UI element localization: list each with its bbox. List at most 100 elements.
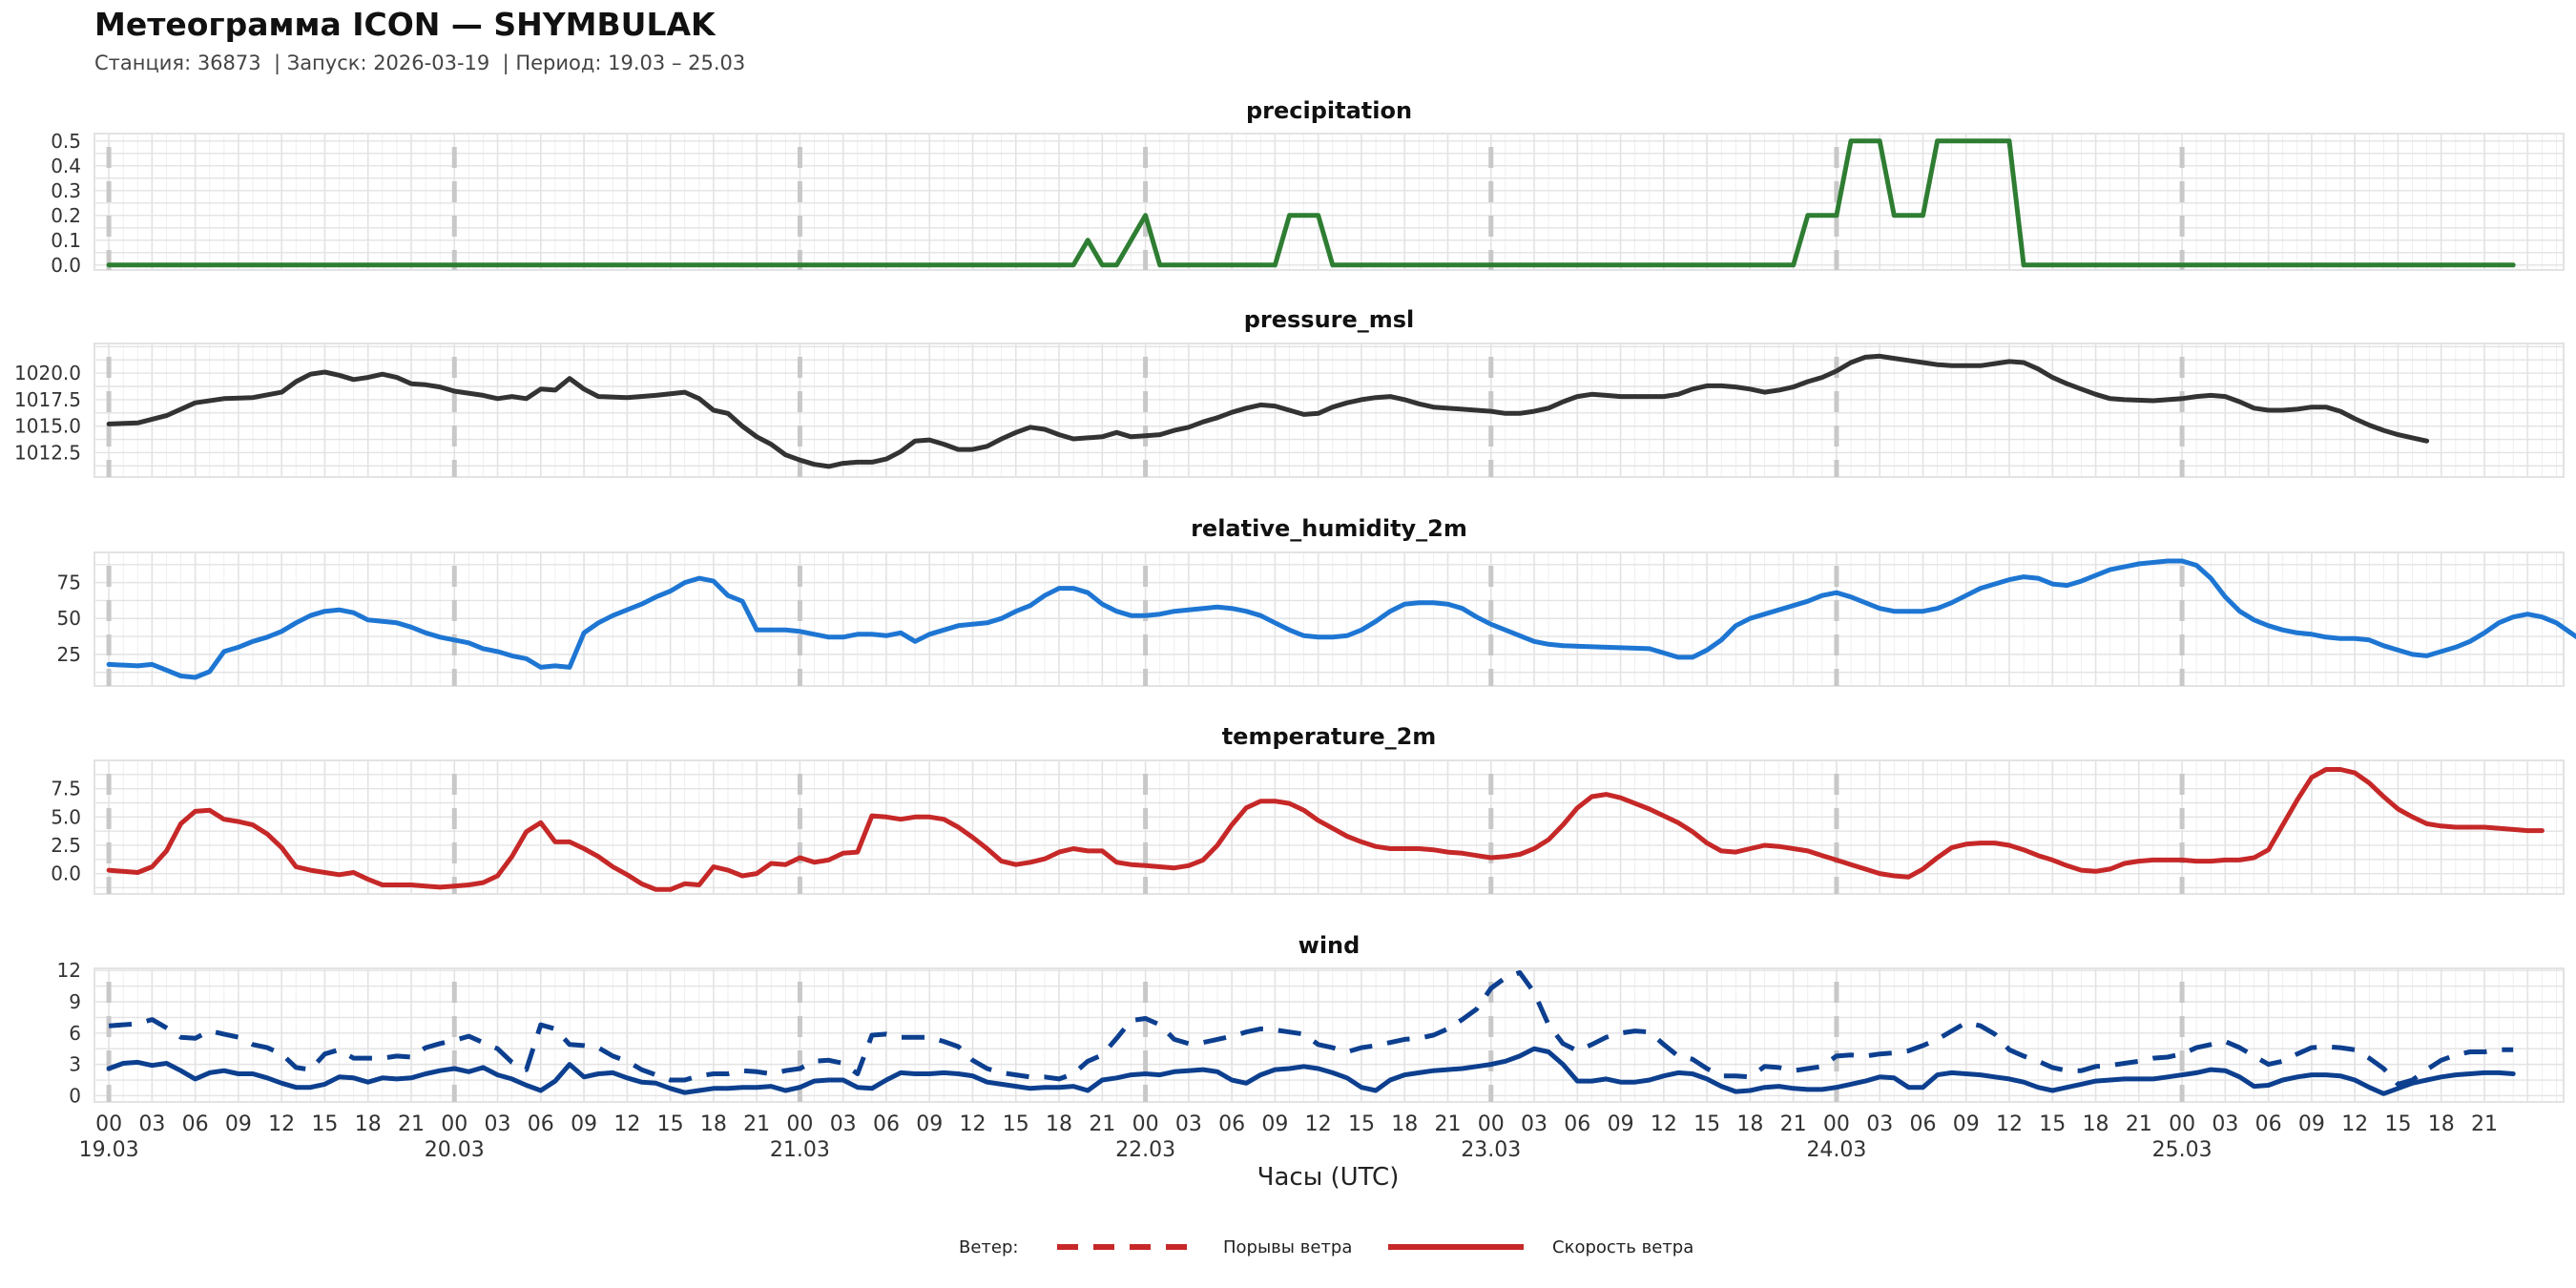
panel-title: pressure_msl bbox=[1244, 306, 1415, 333]
x-tick-label: 00 bbox=[1132, 1112, 1159, 1136]
x-tick-label: 15 bbox=[1693, 1112, 1720, 1136]
x-tick-label: 06 bbox=[1218, 1112, 1245, 1136]
x-tick-label: 09 bbox=[571, 1112, 597, 1136]
x-tick-label: 12 bbox=[1651, 1112, 1677, 1136]
x-tick-label: 03 bbox=[2212, 1112, 2238, 1136]
x-tick-label: 15 bbox=[311, 1112, 338, 1136]
x-tick-label: 03 bbox=[485, 1112, 511, 1136]
y-tick-label: 1015.0 bbox=[14, 415, 81, 438]
x-tick-label: 18 bbox=[2428, 1112, 2455, 1136]
y-tick-label: 3 bbox=[69, 1053, 81, 1076]
panel-title: precipitation bbox=[1246, 97, 1412, 124]
x-tick-label: 00 bbox=[1478, 1112, 1505, 1136]
x-day-label: 22.03 bbox=[1115, 1138, 1175, 1162]
series-temperature_2m bbox=[106, 767, 2545, 892]
y-tick-label: 1017.5 bbox=[14, 388, 81, 411]
y-tick-label: 0.4 bbox=[51, 155, 81, 177]
vertical-grid bbox=[94, 968, 2564, 1102]
x-tick-label: 21 bbox=[1089, 1112, 1115, 1136]
y-ticks: 0 3 6 9 12 bbox=[57, 959, 81, 1107]
y-tick-label: 9 bbox=[69, 990, 81, 1013]
y-ticks: 0.00.10.20.30.40.5 bbox=[51, 130, 81, 277]
x-tick-label: 12 bbox=[1305, 1112, 1332, 1136]
y-tick-label: 1012.5 bbox=[14, 441, 81, 464]
y-tick-label: 0.3 bbox=[51, 179, 81, 202]
x-tick-label: 21 bbox=[743, 1112, 770, 1136]
x-tick-label: 09 bbox=[1953, 1112, 1980, 1136]
y-tick-label: 0.0 bbox=[51, 862, 81, 885]
vertical-grid bbox=[94, 343, 2564, 477]
x-tick-label: 09 bbox=[1261, 1112, 1288, 1136]
x-tick-label: 06 bbox=[2255, 1112, 2282, 1136]
x-tick-label: 15 bbox=[1348, 1112, 1375, 1136]
x-tick-label: 09 bbox=[225, 1112, 252, 1136]
y-tick-label: 12 bbox=[57, 959, 81, 982]
series-Порывы-ветра bbox=[108, 969, 2514, 1087]
x-tick-label: 03 bbox=[1866, 1112, 1893, 1136]
x-tick-label: 12 bbox=[613, 1112, 640, 1136]
y-ticks: 0.0 2.5 5.0 7.5 bbox=[51, 778, 81, 885]
x-tick-label: 12 bbox=[268, 1112, 295, 1136]
x-tick-label: 18 bbox=[700, 1112, 727, 1136]
x-tick-label: 12 bbox=[1996, 1112, 2023, 1136]
chart-subtitle: Станция: 36873 | Запуск: 2026-03-19 | Пе… bbox=[94, 52, 745, 75]
panel-relative_humidity_2m: relative_humidity_2m 25 50 75 bbox=[57, 515, 2576, 687]
series-precipitation bbox=[106, 138, 2516, 268]
x-tick-label: 00 bbox=[95, 1112, 122, 1136]
x-day-label: 25.03 bbox=[2152, 1138, 2212, 1162]
x-tick-label: 06 bbox=[528, 1112, 554, 1136]
y-tick-label: 75 bbox=[57, 571, 81, 594]
panel-temperature_2m: temperature_2m 0.0 2.5 5.0 7.5 bbox=[51, 723, 2565, 895]
panels: precipitation0.00.10.20.30.40.5pressure_… bbox=[14, 97, 2576, 1107]
y-tick-label: 0 bbox=[69, 1084, 81, 1107]
legend-gusts-label: Порывы ветра bbox=[1223, 1237, 1352, 1257]
series-pressure_msl bbox=[106, 353, 2430, 469]
panel-title: temperature_2m bbox=[1222, 723, 1437, 750]
x-tick-label: 00 bbox=[441, 1112, 467, 1136]
x-tick-label: 12 bbox=[2341, 1112, 2368, 1136]
y-tick-label: 2.5 bbox=[51, 834, 81, 857]
x-tick-label: 21 bbox=[1780, 1112, 1807, 1136]
x-tick-label: 21 bbox=[1434, 1112, 1461, 1136]
x-tick-label: 09 bbox=[1608, 1112, 1634, 1136]
x-tick-label: 12 bbox=[960, 1112, 987, 1136]
x-day-label: 24.03 bbox=[1806, 1138, 1866, 1162]
y-ticks: 25 50 75 bbox=[57, 571, 81, 666]
x-tick-label: 06 bbox=[873, 1112, 900, 1136]
x-tick-label: 21 bbox=[2471, 1112, 2498, 1136]
x-tick-label: 00 bbox=[2169, 1112, 2195, 1136]
y-tick-label: 0.0 bbox=[51, 254, 81, 277]
chart-title: Метеограмма ICON — SHYMBULAK bbox=[94, 6, 717, 43]
y-tick-label: 0.1 bbox=[51, 229, 81, 252]
x-tick-label: 06 bbox=[1564, 1112, 1590, 1136]
x-tick-label: 21 bbox=[398, 1112, 425, 1136]
x-tick-label: 00 bbox=[1823, 1112, 1850, 1136]
panel-frame bbox=[93, 551, 2565, 687]
x-tick-label: 03 bbox=[830, 1112, 857, 1136]
y-tick-label: 7.5 bbox=[51, 778, 81, 800]
y-tick-label: 0.2 bbox=[51, 204, 81, 227]
x-tick-label: 06 bbox=[182, 1112, 209, 1136]
legend-title: Ветер: bbox=[959, 1237, 1018, 1257]
x-tick-label: 18 bbox=[1736, 1112, 1763, 1136]
panel-wind: wind 0 3 6 9 12 bbox=[57, 932, 2565, 1107]
y-tick-label: 50 bbox=[57, 607, 81, 630]
x-tick-label: 09 bbox=[916, 1112, 943, 1136]
x-tick-label: 21 bbox=[2126, 1112, 2152, 1136]
x-tick-label: 03 bbox=[1175, 1112, 1202, 1136]
y-ticks: 1012.5 1015.0 1017.5 1020.0 bbox=[14, 362, 81, 464]
x-tick-label: 09 bbox=[2298, 1112, 2325, 1136]
x-axis: 00 03 06 09 12 15 18 21 00 03 06 09 12 15 18 21 00 03 06 09… bbox=[79, 1112, 2498, 1162]
x-day-label: 23.03 bbox=[1461, 1138, 1521, 1162]
x-tick-label: 15 bbox=[657, 1112, 684, 1136]
y-tick-label: 0.5 bbox=[51, 130, 81, 153]
x-axis-label: Часы (UTC) bbox=[1257, 1163, 1400, 1192]
y-tick-label: 25 bbox=[57, 643, 81, 666]
y-tick-label: 5.0 bbox=[51, 805, 81, 828]
legend-speed-label: Скорость ветра bbox=[1552, 1237, 1693, 1257]
panel-pressure_msl: pressure_msl 1012.5 1015.0 1017.5 1020.0 bbox=[14, 306, 2565, 478]
y-tick-label: 1020.0 bbox=[14, 362, 81, 384]
x-tick-label: 06 bbox=[1909, 1112, 1936, 1136]
x-tick-label: 18 bbox=[355, 1112, 382, 1136]
